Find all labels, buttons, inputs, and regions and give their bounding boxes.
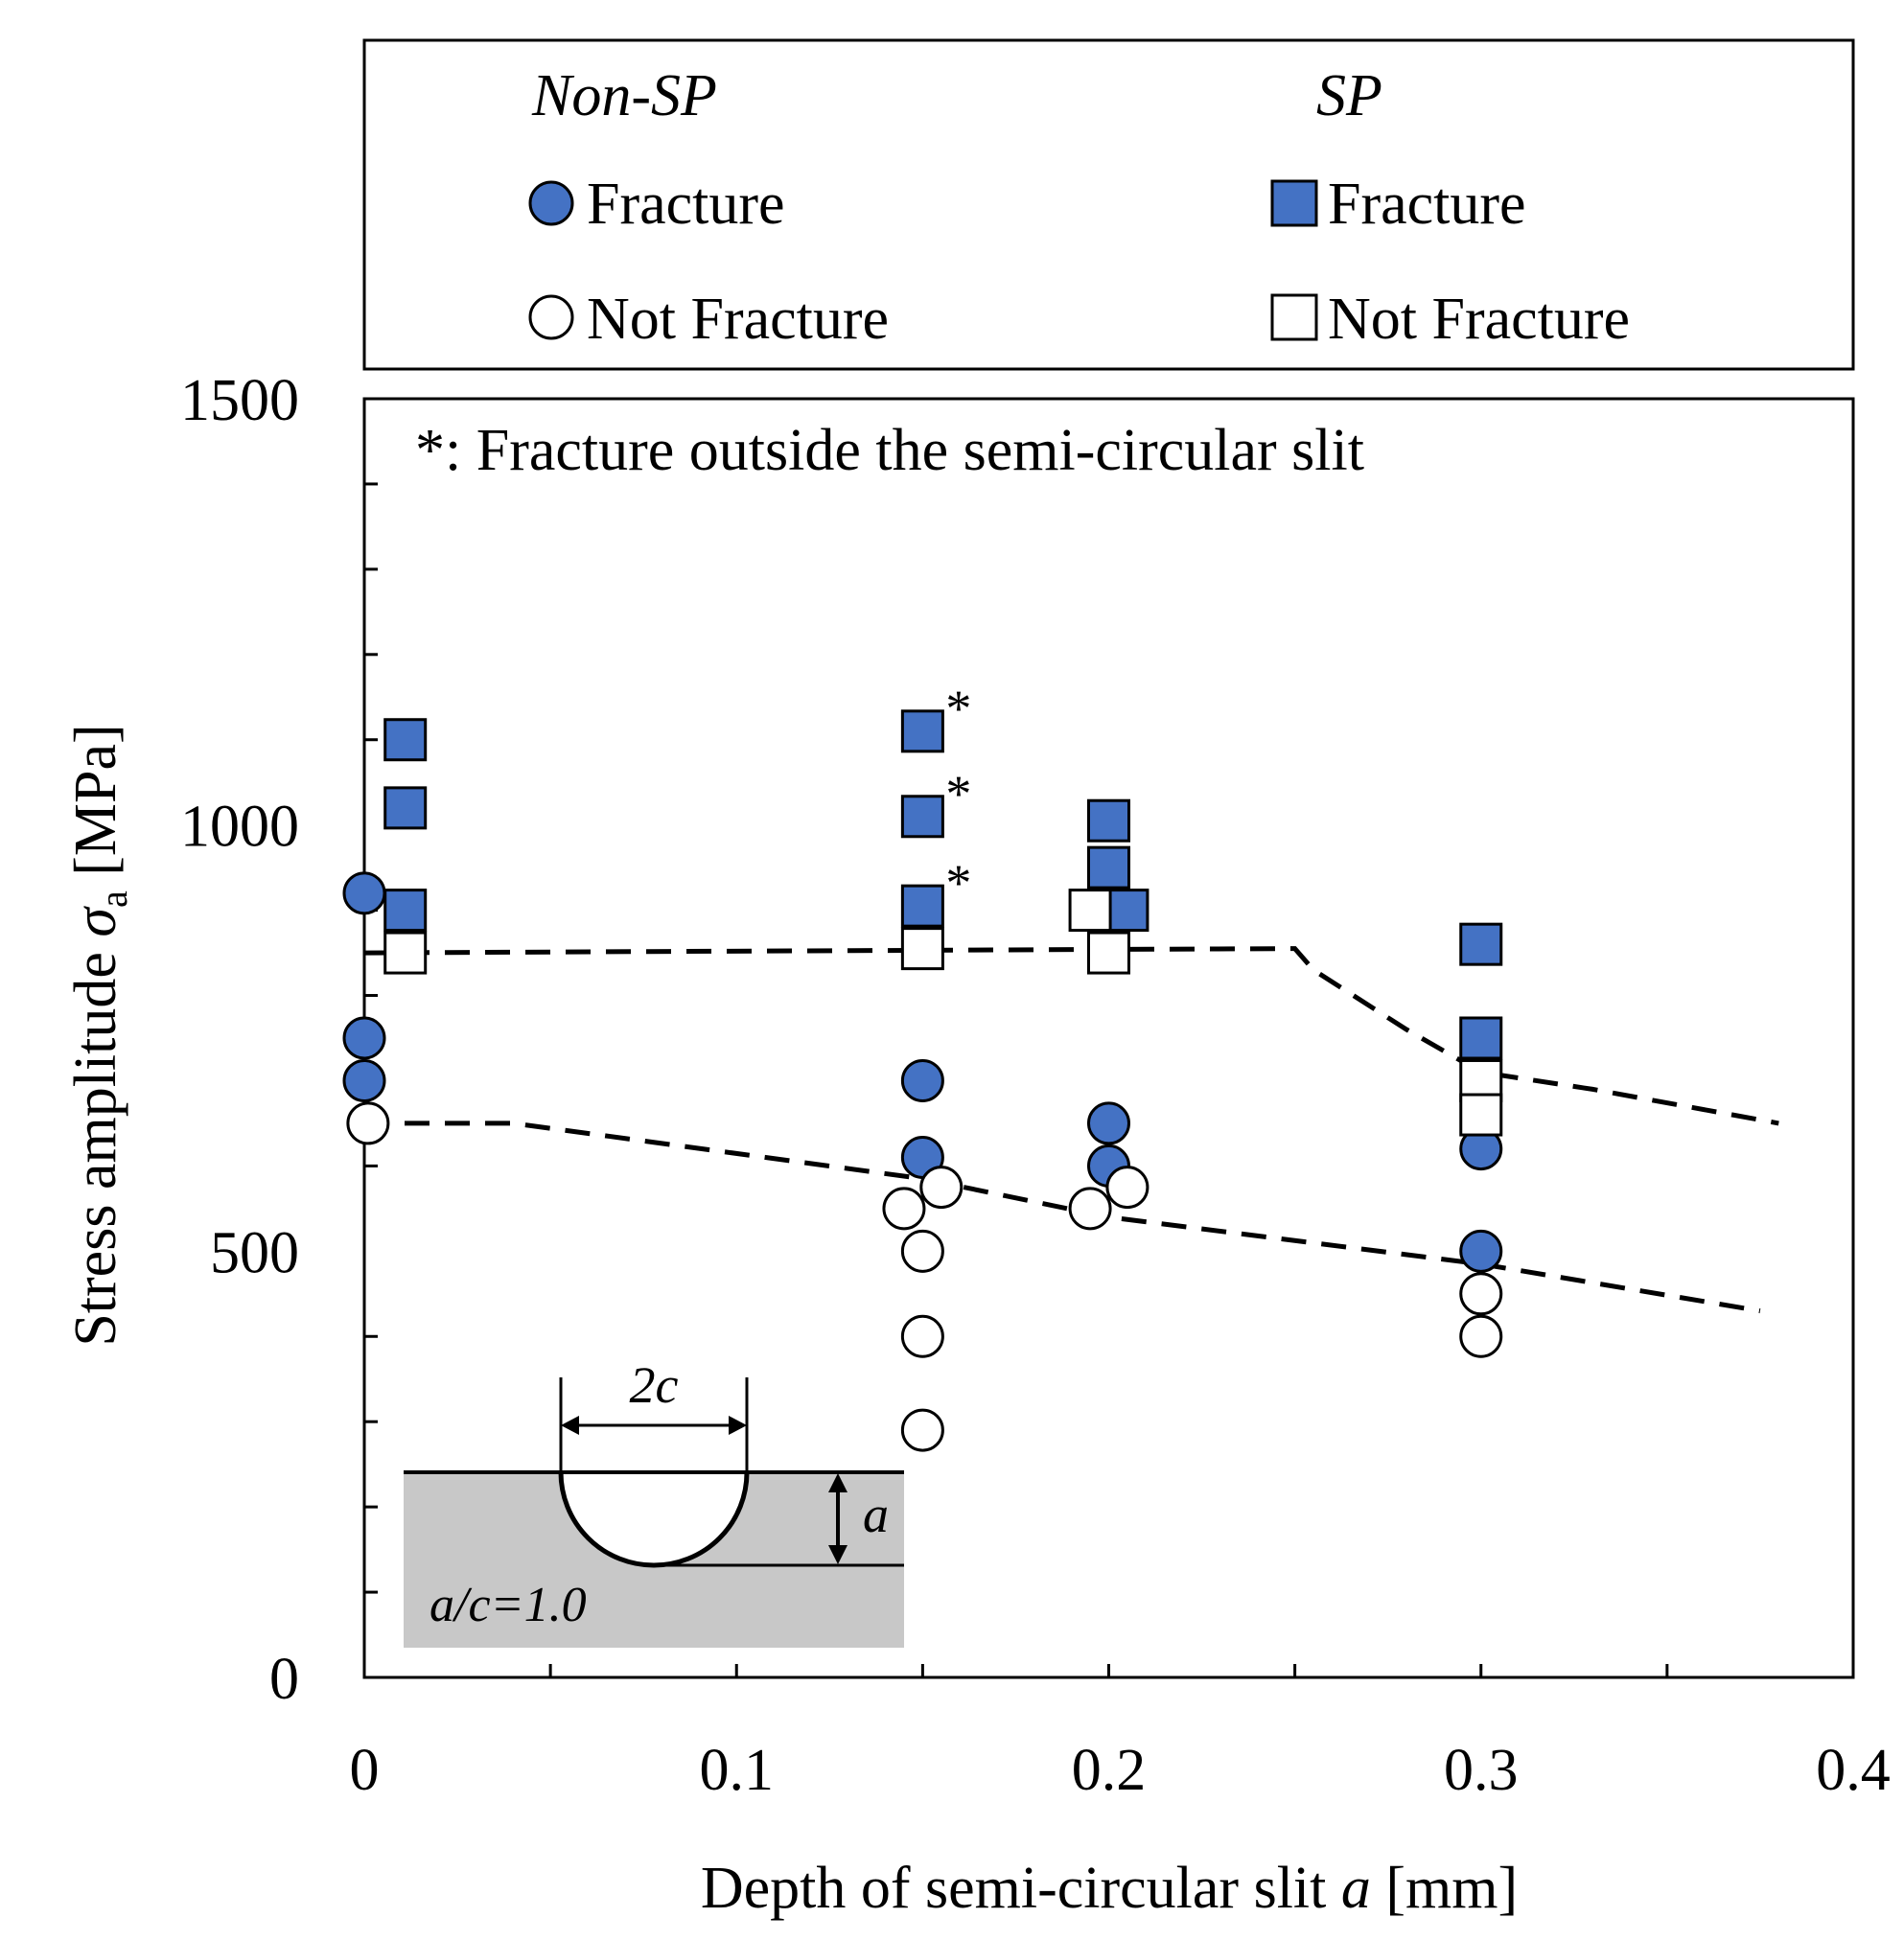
point-sp-fracture bbox=[383, 718, 428, 762]
legend-filled-circle-icon bbox=[528, 180, 574, 226]
point-non-sp-not-fracture bbox=[900, 1229, 944, 1273]
dashed-line-sp-limit bbox=[363, 946, 1779, 1126]
point-non-sp-not-fracture bbox=[346, 1101, 390, 1145]
y-tick-label: 0 bbox=[269, 1647, 299, 1712]
inset-depth-arrow-down-icon bbox=[828, 1545, 848, 1564]
point-sp-fracture bbox=[383, 786, 428, 830]
x-axis-label: Depth of semi-circular slit a [mm] bbox=[701, 1856, 1518, 1921]
point-sp-not-fracture bbox=[900, 927, 944, 971]
point-non-sp-not-fracture bbox=[1105, 1166, 1149, 1210]
point-sp-not-fracture bbox=[1068, 889, 1112, 933]
point-sp-fracture bbox=[900, 709, 944, 753]
point-sp-fracture bbox=[900, 795, 944, 839]
legend-filled-square-icon bbox=[1270, 179, 1318, 227]
point-non-sp-not-fracture bbox=[900, 1408, 944, 1452]
x-tick-label: 0 bbox=[350, 1738, 380, 1803]
point-sp-fracture bbox=[1459, 922, 1503, 966]
legend-non-sp-fracture-label: Fracture bbox=[587, 172, 785, 237]
point-non-sp-fracture bbox=[342, 871, 386, 915]
point-sp-not-fracture bbox=[383, 931, 428, 975]
legend-title-sp: SP bbox=[1316, 63, 1382, 128]
point-sp-fracture bbox=[900, 884, 944, 928]
x-axis-label-main: Depth of semi-circular slit bbox=[701, 1856, 1341, 1921]
data-markers: * * * bbox=[342, 680, 1503, 1452]
point-sp-not-fracture bbox=[1459, 1093, 1503, 1137]
point-sp-fracture bbox=[1087, 798, 1130, 843]
point-non-sp-fracture bbox=[342, 1058, 386, 1102]
point-non-sp-fracture bbox=[1459, 1229, 1503, 1273]
x-tick-label: 0.2 bbox=[1072, 1738, 1147, 1803]
point-non-sp-fracture bbox=[342, 1016, 386, 1060]
inset-ratio-label: a/c=1.0 bbox=[430, 1578, 587, 1632]
dashed-line-non-sp-limit bbox=[364, 1121, 1761, 1314]
y-axis-label-unit: [MPa] bbox=[63, 724, 128, 890]
outside-fracture-asterisk: * bbox=[945, 765, 971, 822]
legend-title-non-sp: Non-SP bbox=[531, 63, 717, 128]
inset-depth-label: a bbox=[863, 1486, 889, 1543]
y-axis-label: Stress amplitude σa [MPa] bbox=[63, 724, 135, 1346]
point-non-sp-not-fracture bbox=[1068, 1187, 1112, 1231]
point-non-sp-not-fracture bbox=[1459, 1314, 1503, 1358]
point-sp-fracture bbox=[383, 889, 428, 933]
annotation-note: *: Fracture outside the semi-circular sl… bbox=[415, 418, 1364, 483]
x-axis-label-symbol: a bbox=[1341, 1856, 1371, 1921]
legend-non-sp-not-fracture-label: Not Fracture bbox=[587, 287, 889, 352]
x-tick-labels: 0 0.1 0.2 0.3 0.4 bbox=[350, 1738, 1891, 1803]
point-non-sp-not-fracture bbox=[882, 1187, 926, 1231]
inset-width-arrow-right-icon bbox=[729, 1416, 747, 1435]
y-tick-labels: 0 500 1000 1500 bbox=[180, 368, 299, 1712]
legend-open-circle-icon bbox=[528, 294, 574, 340]
y-axis-label-symbol: σ bbox=[63, 906, 128, 937]
legend-sp-not-fracture-label: Not Fracture bbox=[1328, 287, 1630, 352]
outside-fracture-asterisk: * bbox=[945, 854, 971, 912]
y-axis-label-subscript: a bbox=[92, 890, 135, 908]
point-non-sp-not-fracture bbox=[1459, 1272, 1503, 1316]
y-tick-label: 1500 bbox=[180, 368, 299, 433]
x-tick-label: 0.1 bbox=[700, 1738, 775, 1803]
y-tick-label: 500 bbox=[210, 1220, 299, 1285]
inset-depth-arrow-up-icon bbox=[828, 1473, 848, 1492]
x-tick-label: 0.4 bbox=[1816, 1738, 1891, 1803]
y-tick-label: 1000 bbox=[180, 795, 299, 860]
inset-width-arrow-left-icon bbox=[561, 1416, 579, 1435]
y-axis-label-main: Stress amplitude bbox=[63, 937, 128, 1347]
point-non-sp-not-fracture bbox=[900, 1314, 944, 1358]
x-axis-label-unit: [mm] bbox=[1371, 1856, 1518, 1921]
fatigue-limit-lines bbox=[363, 946, 1779, 1314]
slit-inset: 2c a a/c=1.0 bbox=[404, 1356, 904, 1648]
x-tick-label: 0.3 bbox=[1444, 1738, 1519, 1803]
legend-open-square-icon bbox=[1270, 293, 1318, 341]
point-sp-fracture bbox=[1105, 889, 1149, 933]
inset-width-label: 2c bbox=[630, 1356, 679, 1414]
legend: Non-SP SP Fracture Not Fracture Fracture… bbox=[362, 38, 1855, 371]
legend-frame bbox=[362, 38, 1855, 371]
point-non-sp-fracture bbox=[1087, 1101, 1130, 1145]
point-sp-not-fracture bbox=[1087, 931, 1130, 975]
legend-sp-fracture-label: Fracture bbox=[1328, 172, 1526, 237]
point-non-sp-fracture bbox=[900, 1058, 944, 1102]
point-sp-fracture bbox=[1459, 1016, 1503, 1060]
point-non-sp-not-fracture bbox=[919, 1166, 964, 1210]
outside-fracture-asterisk: * bbox=[945, 680, 971, 737]
inset-slit-cutout bbox=[561, 1472, 747, 1565]
point-sp-fracture bbox=[1087, 845, 1130, 890]
